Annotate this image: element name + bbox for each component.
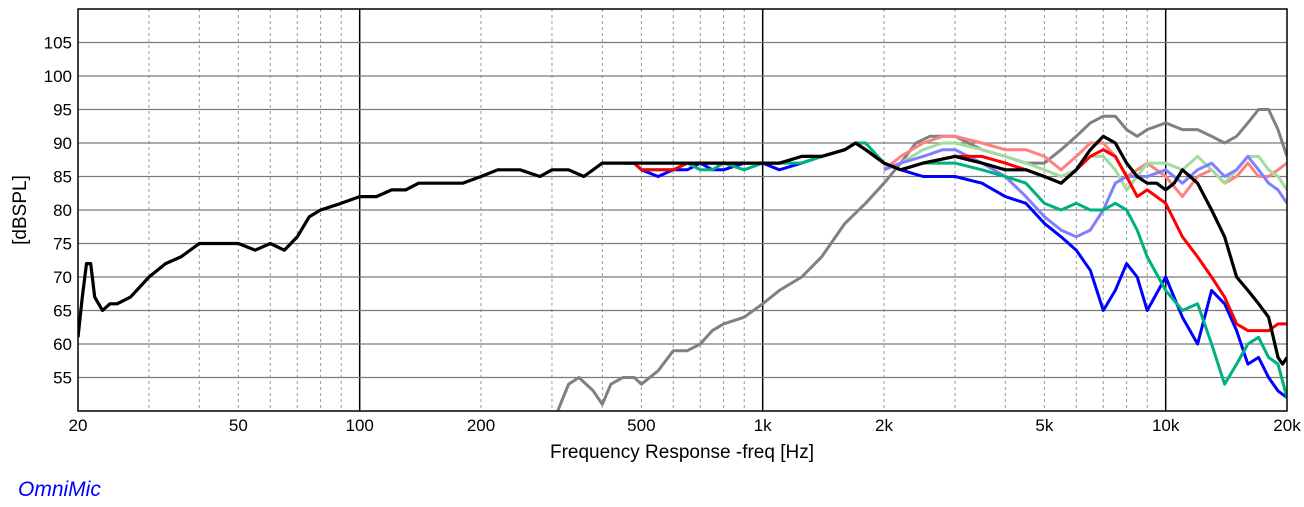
y-tick-label: 75 bbox=[53, 235, 72, 254]
plot-frame bbox=[77, 8, 1288, 412]
gridlines-y bbox=[78, 41, 1287, 379]
y-tick-label: 70 bbox=[53, 268, 72, 287]
x-tick-label: 20k bbox=[1273, 416, 1301, 435]
x-tick-label: 50 bbox=[229, 416, 248, 435]
x-tick-label: 200 bbox=[467, 416, 495, 435]
y-tick-labels: 55 60 65 70 75 80 85 90 95 100 105 bbox=[44, 34, 72, 388]
omnimic-watermark: OmniMic bbox=[18, 478, 101, 501]
y-tick-label: 95 bbox=[53, 101, 72, 120]
y-tick-label: 80 bbox=[53, 201, 72, 220]
x-axis-title: Frequency Response -freq [Hz] bbox=[550, 442, 814, 463]
y-tick-label: 100 bbox=[44, 67, 72, 86]
series-line-6 bbox=[622, 141, 1287, 398]
x-tick-label: 10k bbox=[1152, 416, 1180, 435]
series-line-1 bbox=[556, 108, 1287, 411]
x-tick-label: 1k bbox=[754, 416, 772, 435]
x-tick-label: 2k bbox=[875, 416, 893, 435]
y-tick-label: 55 bbox=[53, 369, 72, 388]
y-tick-label: 65 bbox=[53, 302, 72, 321]
series-line-8 bbox=[78, 134, 1287, 366]
x-tick-label: 20 bbox=[69, 416, 88, 435]
x-tick-labels: 20 50 100 200 500 1k 2k 5k 10k 20k bbox=[69, 416, 1302, 435]
x-tick-label: 5k bbox=[1035, 416, 1053, 435]
x-tick-label: 100 bbox=[345, 416, 373, 435]
series-line-2 bbox=[883, 134, 1287, 199]
y-tick-label: 60 bbox=[53, 335, 72, 354]
x-tick-label: 500 bbox=[627, 416, 655, 435]
y-axis-title: [dBSPL] bbox=[10, 175, 31, 245]
series-layer bbox=[78, 108, 1287, 411]
y-tick-label: 85 bbox=[53, 168, 72, 187]
y-tick-label: 105 bbox=[44, 34, 72, 53]
y-tick-label: 90 bbox=[53, 134, 72, 153]
